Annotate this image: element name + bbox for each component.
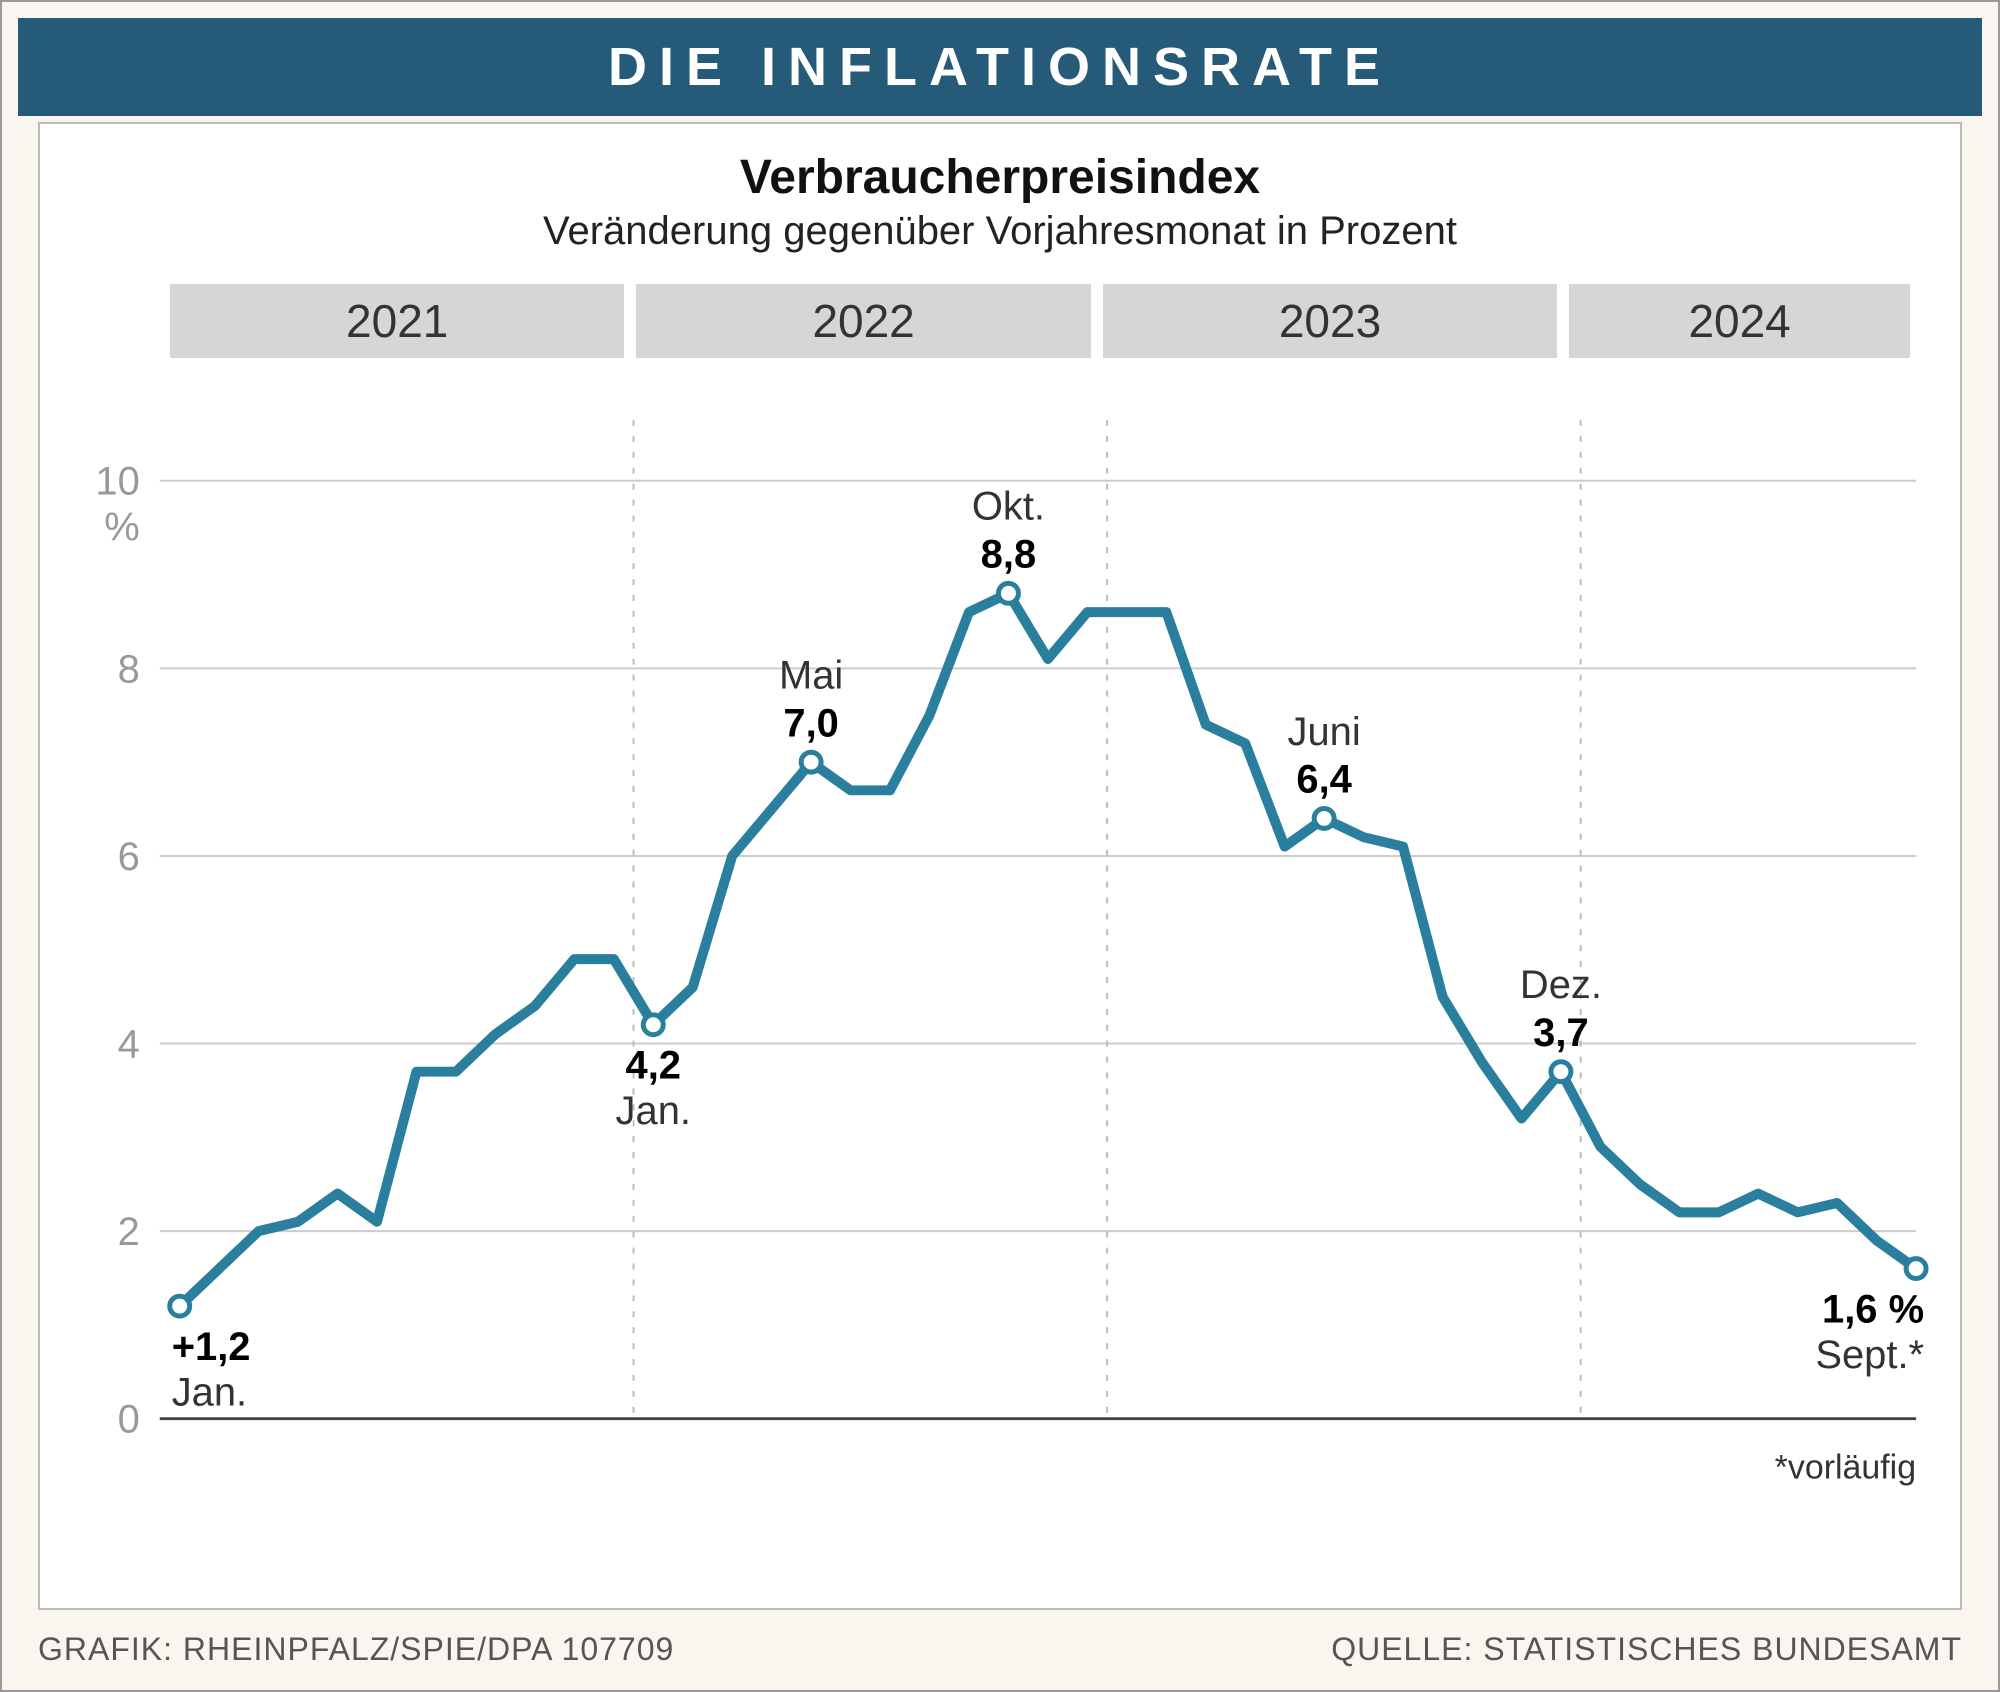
annotation-value: 3,7 bbox=[1533, 1011, 1588, 1055]
annotation-value: 6,4 bbox=[1296, 758, 1351, 802]
y-tick-label: 0 bbox=[118, 1398, 140, 1442]
title-text: DIE INFLATIONSRATE bbox=[608, 37, 1392, 97]
annotation-marker bbox=[1906, 1259, 1926, 1279]
annotation-marker bbox=[1314, 808, 1334, 828]
annotation-value: 7,0 bbox=[783, 701, 838, 745]
annotation-time: Juni bbox=[1288, 710, 1361, 754]
year-cell: 2024 bbox=[1569, 284, 1910, 358]
chart-title: Verbraucherpreisindex bbox=[40, 150, 1960, 205]
y-tick-label: 2 bbox=[118, 1210, 140, 1254]
annotation-time: Mai bbox=[779, 654, 843, 698]
annotation-time: Okt. bbox=[972, 485, 1045, 529]
annotation-marker bbox=[1551, 1062, 1571, 1082]
year-cell: 2021 bbox=[170, 284, 624, 358]
annotation-marker bbox=[170, 1296, 190, 1316]
chart-svg: 0246810%+1,2Jan.4,2Jan.Mai7,0Okt.8,8Juni… bbox=[40, 414, 1960, 1548]
annotation-value: 8,8 bbox=[981, 533, 1036, 577]
annotation-time: Jan. bbox=[616, 1089, 691, 1133]
inflation-line bbox=[180, 593, 1916, 1306]
y-tick-label: 10 bbox=[95, 460, 139, 504]
year-cell: 2023 bbox=[1103, 284, 1557, 358]
y-tick-label: 8 bbox=[118, 647, 140, 691]
annotation-value: 1,6 % bbox=[1822, 1287, 1924, 1331]
annotation-marker bbox=[801, 752, 821, 772]
year-strip: 2021202220232024 bbox=[170, 284, 1910, 358]
year-cell: 2022 bbox=[636, 284, 1090, 358]
chart-footnote: *vorläufig bbox=[1775, 1448, 1916, 1486]
annotation-time: Dez. bbox=[1520, 963, 1602, 1007]
annotation-time: Sept.* bbox=[1815, 1333, 1924, 1377]
y-tick-label: 4 bbox=[118, 1023, 140, 1067]
chart-subtitle: Veränderung gegenüber Vorjahresmonat in … bbox=[40, 209, 1960, 254]
chart-box: Verbraucherpreisindex Veränderung gegenü… bbox=[38, 122, 1962, 1610]
annotation-time: Jan. bbox=[172, 1371, 247, 1415]
annotation-value: 4,2 bbox=[626, 1044, 681, 1088]
credits-right: QUELLE: STATISTISCHES BUNDESAMT bbox=[1331, 1631, 1962, 1668]
annotation-marker bbox=[998, 583, 1018, 603]
annotation-value: +1,2 bbox=[172, 1325, 251, 1369]
chart-plot-area: 0246810%+1,2Jan.4,2Jan.Mai7,0Okt.8,8Juni… bbox=[40, 414, 1960, 1548]
outer-frame: DIE INFLATIONSRATE Verbraucherpreisindex… bbox=[0, 0, 2000, 1692]
y-tick-label: 6 bbox=[118, 835, 140, 879]
annotation-marker bbox=[643, 1015, 663, 1035]
y-unit-label: % bbox=[104, 506, 139, 550]
title-bar: DIE INFLATIONSRATE bbox=[18, 18, 1982, 116]
credits-left: GRAFIK: RHEINPFALZ/SPIE/DPA 107709 bbox=[38, 1631, 674, 1668]
